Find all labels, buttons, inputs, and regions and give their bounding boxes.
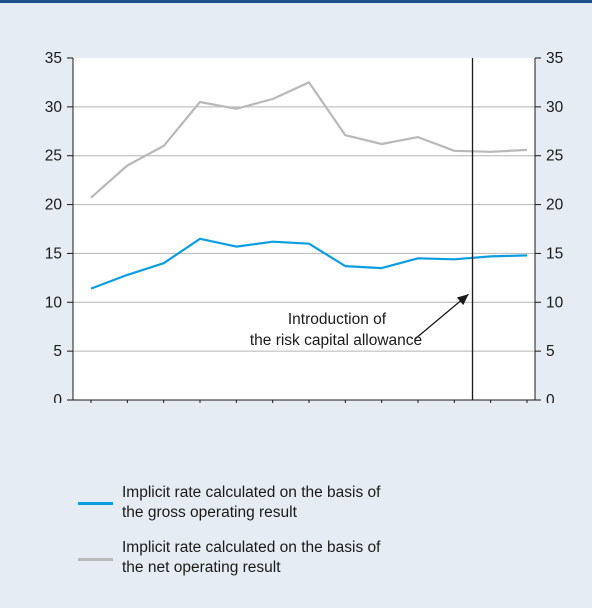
axes: 0055101015152020252530303535199519971999… (45, 50, 564, 403)
y-tick-label-right-5: 5 (546, 343, 555, 360)
series-line-net (90, 81, 528, 199)
series-line-gross (90, 237, 528, 290)
y-tick-label-left-10: 10 (45, 294, 63, 311)
annotation: Introduction of the risk capital allowan… (250, 58, 474, 400)
chart-area: 0055101015152020252530303535199519971999… (0, 3, 592, 608)
y-tick-label-left-30: 30 (45, 99, 63, 116)
y-tick-label-right-35: 35 (546, 50, 563, 67)
legend-item-gross: Implicit rate calculated on the basis of… (0, 483, 592, 533)
top-rule (0, 0, 592, 3)
legend-swatch-gross (78, 502, 113, 505)
legend-item-net: Implicit rate calculated on the basis of… (0, 538, 592, 588)
y-tick-label-left-15: 15 (45, 245, 62, 262)
legend-label-net: Implicit rate calculated on the basis of… (122, 539, 381, 576)
y-tick-label-right-30: 30 (546, 99, 564, 116)
line-chart: 0055101015152020252530303535199519971999… (45, 50, 564, 403)
y-tick-label-right-20: 20 (546, 197, 564, 214)
annotation-line-2: the risk capital allowance (250, 332, 422, 349)
y-tick-label-left-0: 0 (53, 392, 62, 403)
plot-background (73, 58, 535, 400)
y-tick-label-left-25: 25 (45, 148, 62, 165)
y-tick-label-right-15: 15 (546, 245, 563, 262)
y-tick-label-left-20: 20 (45, 197, 63, 214)
y-tick-label-left-5: 5 (53, 343, 62, 360)
series-lines (90, 81, 528, 290)
y-tick-label-right-25: 25 (546, 148, 563, 165)
annotation-arrow-shaft (414, 293, 469, 340)
y-tick-label-right-10: 10 (546, 294, 564, 311)
y-tick-label-right-0: 0 (546, 392, 555, 403)
y-tick-label-left-35: 35 (45, 50, 62, 67)
legend-label-gross: Implicit rate calculated on the basis of… (122, 484, 381, 521)
legend-swatch-net (78, 558, 113, 561)
annotation-line-1: Introduction of (288, 311, 387, 328)
annotation-arrow-head (456, 294, 469, 306)
